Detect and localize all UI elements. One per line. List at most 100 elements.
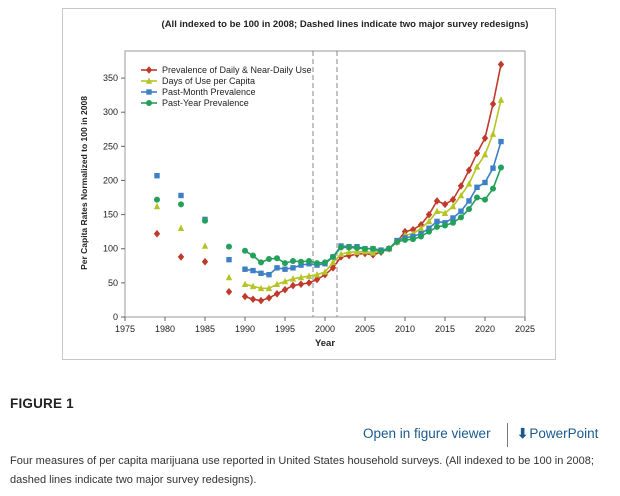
data-point-past-month-prevalence: [154, 172, 160, 179]
y-tick-label: 50: [108, 278, 118, 288]
data-point-past-month-prevalence: [474, 184, 480, 190]
data-point-past-year-prevalence: [354, 245, 360, 252]
data-point-prevalence-of-daily-near-daily-use: [289, 281, 297, 290]
powerpoint-download-link[interactable]: ⬇PowerPoint: [517, 426, 598, 442]
data-point-days-of-use-per-capita: [345, 248, 353, 255]
data-point-past-month-prevalence: [434, 218, 440, 225]
data-point-past-month-prevalence: [250, 267, 256, 274]
data-point-past-month-prevalence: [498, 138, 504, 145]
data-point-past-year-prevalence: [338, 244, 344, 251]
data-point-prevalence-of-daily-near-daily-use: [249, 295, 257, 304]
legend-label-prevalence-of-daily-near-daily-use: Prevalence of Daily & Near-Daily Use: [162, 65, 312, 75]
actions-divider: [507, 423, 508, 447]
figure-container: (All indexed to be 100 in 2008; Dashed l…: [62, 8, 556, 360]
data-point-past-year-prevalence: [418, 233, 424, 240]
line-chart: (All indexed to be 100 in 2008; Dashed l…: [79, 19, 535, 349]
data-point-prevalence-of-daily-near-daily-use: [305, 279, 313, 287]
legend-label-past-month-prevalence: Past-Month Prevalence: [162, 87, 256, 97]
open-figure-viewer-link[interactable]: Open in figure viewer: [363, 426, 491, 441]
x-tick-label: 1995: [275, 324, 295, 334]
legend-label-days-of-use-per-capita: Days of Use per Capita: [162, 76, 255, 86]
data-point-past-month-prevalence: [290, 265, 296, 271]
x-tick-label: 2005: [355, 324, 375, 334]
data-point-past-year-prevalence: [282, 260, 288, 267]
x-axis-label: Year: [315, 338, 335, 349]
data-point-prevalence-of-daily-near-daily-use: [433, 197, 441, 205]
legend-marker-days-of-use-per-capita: [145, 77, 153, 84]
data-point-days-of-use-per-capita: [281, 277, 289, 285]
data-point-past-year-prevalence: [402, 236, 408, 243]
data-point-days-of-use-per-capita: [289, 275, 297, 282]
data-point-past-year-prevalence: [482, 196, 488, 203]
y-tick-label: 350: [103, 73, 118, 83]
data-point-past-year-prevalence: [378, 248, 384, 255]
y-tick-label: 100: [103, 244, 118, 254]
data-point-past-month-prevalence: [266, 271, 272, 278]
figure-caption: Four measures of per capita marijuana us…: [10, 455, 594, 486]
y-tick-label: 200: [103, 175, 118, 185]
y-tick-label: 250: [103, 141, 118, 151]
data-point-past-year-prevalence: [362, 245, 368, 252]
data-point-past-year-prevalence: [450, 219, 456, 226]
data-point-past-year-prevalence: [498, 164, 504, 171]
data-point-past-year-prevalence: [346, 244, 352, 251]
x-tick-label: 1985: [195, 324, 215, 334]
data-point-past-year-prevalence: [490, 185, 496, 192]
figure-label: FIGURE 1: [10, 396, 74, 411]
data-point-prevalence-of-daily-near-daily-use: [153, 229, 161, 238]
data-point-days-of-use-per-capita: [489, 130, 497, 137]
data-point-prevalence-of-daily-near-daily-use: [273, 289, 281, 298]
data-point-days-of-use-per-capita: [201, 242, 209, 249]
data-point-days-of-use-per-capita: [153, 202, 161, 210]
data-point-past-year-prevalence: [274, 255, 280, 262]
data-point-past-month-prevalence: [298, 262, 304, 268]
data-point-prevalence-of-daily-near-daily-use: [257, 296, 265, 305]
data-point-days-of-use-per-capita: [449, 202, 457, 210]
data-point-past-year-prevalence: [178, 201, 184, 208]
data-point-past-month-prevalence: [490, 165, 496, 171]
data-point-prevalence-of-daily-near-daily-use: [497, 60, 505, 69]
data-point-past-year-prevalence: [154, 196, 160, 203]
data-point-days-of-use-per-capita: [481, 150, 489, 158]
data-point-prevalence-of-daily-near-daily-use: [457, 182, 465, 190]
data-point-days-of-use-per-capita: [473, 163, 481, 170]
data-point-days-of-use-per-capita: [433, 207, 441, 214]
data-point-prevalence-of-daily-near-daily-use: [281, 285, 289, 294]
x-tick-label: 2015: [435, 324, 455, 334]
y-axis-label: Per Capita Rates Normalized to 100 in 20…: [79, 96, 89, 270]
data-point-past-year-prevalence: [322, 259, 328, 266]
data-point-past-year-prevalence: [410, 236, 416, 243]
data-point-past-month-prevalence: [242, 266, 248, 272]
data-point-prevalence-of-daily-near-daily-use: [345, 251, 353, 260]
data-point-prevalence-of-daily-near-daily-use: [265, 294, 273, 302]
data-point-prevalence-of-daily-near-daily-use: [489, 100, 497, 108]
data-point-past-month-prevalence: [226, 256, 232, 263]
data-point-prevalence-of-daily-near-daily-use: [465, 166, 473, 175]
data-point-prevalence-of-daily-near-daily-use: [297, 280, 305, 289]
data-point-past-month-prevalence: [458, 208, 464, 214]
data-point-days-of-use-per-capita: [457, 191, 465, 199]
data-point-past-month-prevalence: [466, 198, 472, 204]
x-tick-label: 2020: [475, 324, 495, 334]
y-tick-label: 150: [103, 210, 118, 220]
data-point-prevalence-of-daily-near-daily-use: [473, 149, 481, 157]
data-point-past-year-prevalence: [306, 258, 312, 265]
x-tick-label: 2000: [315, 324, 335, 334]
data-point-days-of-use-per-capita: [441, 209, 449, 217]
data-point-past-year-prevalence: [330, 253, 336, 260]
data-point-past-year-prevalence: [434, 223, 440, 230]
figure-actions: Open in figure viewer ⬇PowerPoint: [0, 423, 610, 448]
data-point-past-year-prevalence: [386, 245, 392, 252]
x-tick-label: 1975: [115, 324, 135, 334]
data-point-past-year-prevalence: [258, 259, 264, 266]
data-point-days-of-use-per-capita: [257, 284, 265, 292]
data-point-past-year-prevalence: [266, 255, 272, 262]
y-tick-label: 0: [113, 312, 118, 322]
data-point-days-of-use-per-capita: [417, 224, 425, 232]
series-line-days-of-use-per-capita: [244, 99, 502, 290]
data-point-days-of-use-per-capita: [353, 248, 361, 255]
data-point-past-year-prevalence: [394, 238, 400, 245]
data-point-past-year-prevalence: [242, 247, 248, 254]
data-point-past-month-prevalence: [274, 265, 280, 271]
data-point-days-of-use-per-capita: [329, 258, 337, 266]
